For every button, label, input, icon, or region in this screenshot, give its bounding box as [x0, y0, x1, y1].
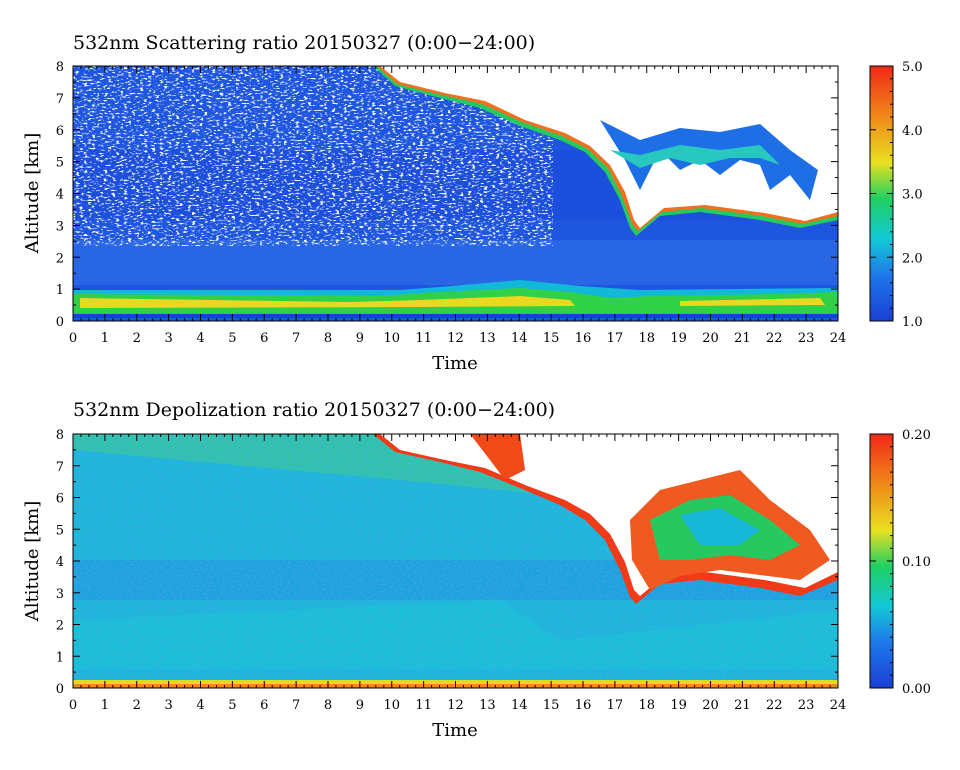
x-tick-label: 4 — [196, 698, 204, 713]
x-tick-label: 21 — [734, 331, 751, 346]
x-tick-label: 1 — [101, 331, 109, 346]
x-tick-label: 22 — [766, 331, 783, 346]
y-tick-label: 8 — [56, 428, 64, 443]
y-tick-label: 7 — [56, 92, 64, 107]
x-tick-label: 3 — [164, 331, 172, 346]
x-axis-label: Time — [432, 353, 477, 374]
x-tick-label: 23 — [798, 698, 815, 713]
colorbar-tick-label: 2.0 — [902, 251, 923, 266]
x-tick-label: 9 — [356, 698, 364, 713]
chart-title: 532nm Scattering ratio 20150327 (0:00−24… — [73, 32, 535, 54]
x-tick-label: 7 — [292, 331, 300, 346]
y-axis-label: Altitude [km] — [22, 501, 43, 623]
y-tick-label: 0 — [56, 682, 64, 697]
x-tick-label: 16 — [575, 698, 592, 713]
y-tick-label: 4 — [56, 188, 64, 203]
x-tick-label: 2 — [133, 331, 141, 346]
x-tick-label: 0 — [69, 698, 77, 713]
colorbar-tick-label: 4.0 — [902, 124, 923, 139]
x-tick-label: 15 — [543, 698, 560, 713]
x-tick-label: 11 — [415, 698, 432, 713]
x-axis-label: Time — [432, 720, 477, 741]
x-tick-label: 20 — [702, 698, 719, 713]
x-tick-label: 20 — [702, 331, 719, 346]
panel-scattering-ratio: 532nm Scattering ratio 20150327 (0:00−24… — [22, 32, 923, 374]
x-tick-label: 10 — [383, 698, 400, 713]
x-tick-label: 1 — [101, 698, 109, 713]
heatmap-plot-area — [73, 434, 838, 688]
dust-layer-red — [470, 434, 525, 480]
x-tick-label: 9 — [356, 331, 364, 346]
x-tick-label: 10 — [383, 331, 400, 346]
y-tick-label: 4 — [56, 555, 64, 570]
panel-depolarization-ratio: 532nm Depolization ratio 20150327 (0:00−… — [22, 399, 931, 741]
y-tick-label: 7 — [56, 460, 64, 475]
x-tick-label: 14 — [511, 698, 528, 713]
x-tick-label: 14 — [511, 331, 528, 346]
x-tick-label: 5 — [228, 698, 236, 713]
x-tick-label: 13 — [479, 331, 496, 346]
colorbar-tick-label: 1.0 — [902, 315, 923, 330]
x-tick-label: 5 — [228, 331, 236, 346]
x-tick-label: 2 — [133, 698, 141, 713]
dust-layer-cyan — [680, 508, 760, 545]
y-tick-label: 5 — [56, 156, 64, 171]
axis-ticks: 0 1 2 3 4 5 6 7 8 9 10 11 12 13 14 15 16 17 18 19 20 21 22 23 24… — [56, 428, 847, 713]
colorbar-tick-label: 0.00 — [902, 682, 931, 697]
axis-ticks: 0 1 2 3 4 5 6 7 8 9 10 11 12 13 14 15 16 17 18 19 20 21 22 23 24… — [56, 60, 847, 346]
colorbar-tick-label: 0.10 — [902, 555, 931, 570]
x-tick-label: 4 — [196, 331, 204, 346]
x-tick-label: 21 — [734, 698, 751, 713]
x-tick-label: 24 — [830, 331, 847, 346]
colorbar-tick-label: 3.0 — [902, 188, 923, 203]
y-axis-label: Altitude [km] — [22, 133, 43, 255]
chart-title: 532nm Depolization ratio 20150327 (0:00−… — [73, 399, 555, 421]
x-tick-label: 19 — [670, 331, 687, 346]
y-tick-label: 5 — [56, 523, 64, 538]
y-tick-label: 2 — [56, 251, 64, 266]
x-tick-label: 11 — [415, 331, 432, 346]
x-tick-label: 18 — [638, 698, 655, 713]
x-tick-label: 12 — [447, 698, 464, 713]
y-tick-label: 0 — [56, 315, 64, 330]
x-tick-label: 8 — [324, 331, 332, 346]
x-tick-label: 7 — [292, 698, 300, 713]
x-tick-label: 18 — [638, 331, 655, 346]
x-tick-label: 17 — [607, 331, 624, 346]
colorbar-ticks: 1.0 2.0 3.0 4.0 5.0 — [870, 60, 923, 330]
x-tick-label: 3 — [164, 698, 172, 713]
y-tick-label: 1 — [56, 650, 64, 665]
x-tick-label: 17 — [607, 698, 624, 713]
colorbar-tick-label: 0.20 — [902, 428, 931, 443]
no-signal-region — [380, 66, 838, 228]
heatmap-layer-lower — [73, 240, 838, 285]
y-tick-label: 6 — [56, 124, 64, 139]
y-tick-label: 8 — [56, 60, 64, 75]
x-tick-label: 6 — [260, 331, 268, 346]
x-tick-label: 8 — [324, 698, 332, 713]
x-tick-label: 13 — [479, 698, 496, 713]
x-tick-label: 6 — [260, 698, 268, 713]
y-tick-label: 1 — [56, 283, 64, 298]
x-tick-label: 16 — [575, 331, 592, 346]
x-tick-label: 23 — [798, 331, 815, 346]
x-tick-label: 15 — [543, 331, 560, 346]
boundary-layer-peak-2 — [680, 298, 825, 306]
y-tick-label: 6 — [56, 492, 64, 507]
y-tick-label: 3 — [56, 219, 64, 234]
cirrus-cloud-edge — [610, 145, 780, 168]
boundary-layer-peak — [80, 296, 575, 308]
colorbar-tick-label: 5.0 — [902, 60, 923, 75]
colorbar-ticks: 0.00 0.10 0.20 — [870, 428, 931, 697]
y-tick-label: 3 — [56, 587, 64, 602]
heatmap-plot-area — [73, 66, 838, 321]
x-tick-label: 12 — [447, 331, 464, 346]
x-tick-label: 19 — [670, 698, 687, 713]
x-tick-label: 24 — [830, 698, 847, 713]
x-tick-label: 22 — [766, 698, 783, 713]
x-tick-label: 0 — [69, 331, 77, 346]
y-tick-label: 2 — [56, 619, 64, 634]
